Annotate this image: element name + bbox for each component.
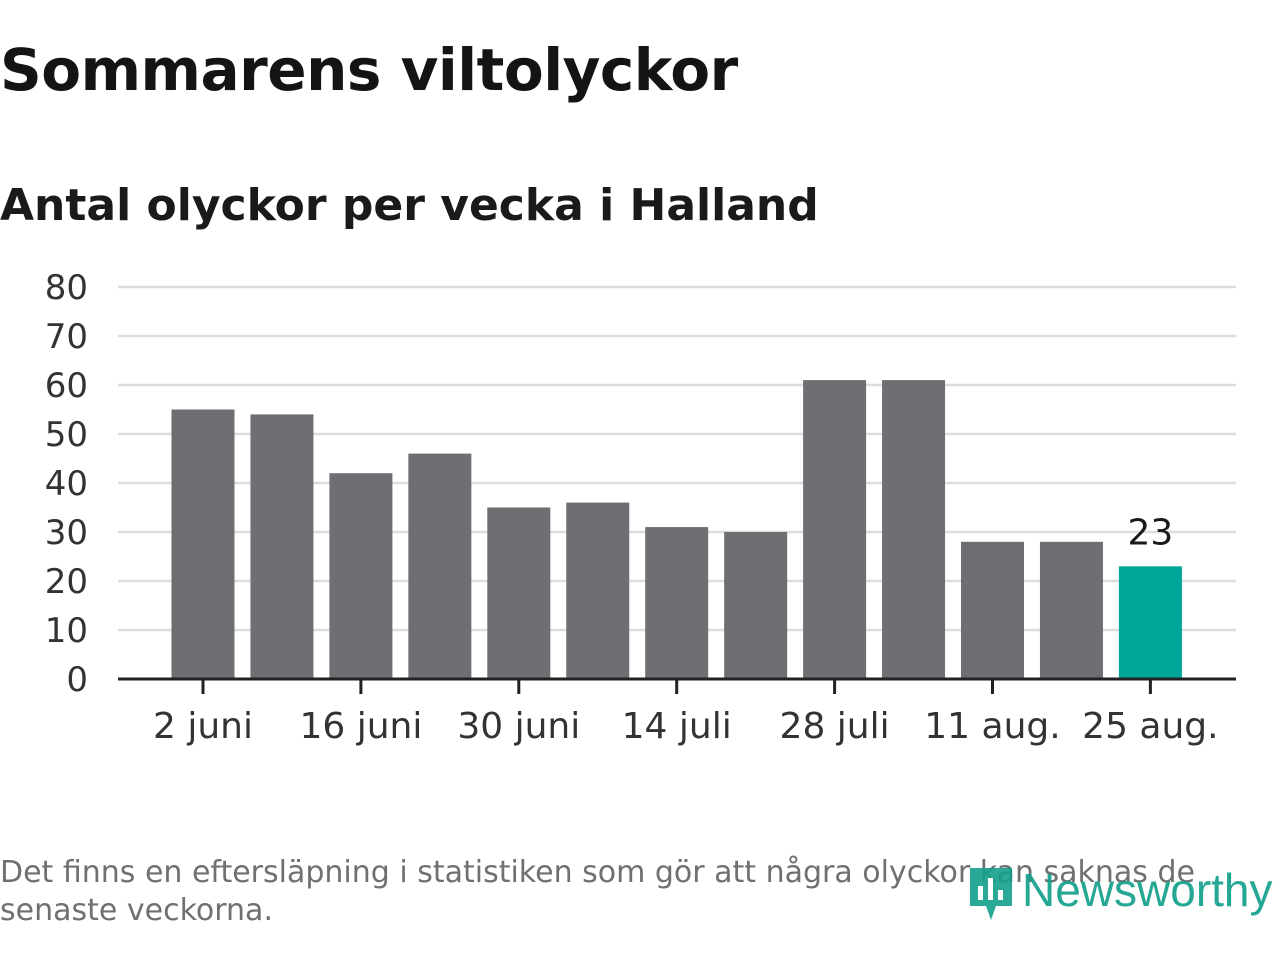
x-tick-label: 16 juni (299, 706, 422, 747)
x-tick-label: 11 aug. (924, 706, 1060, 747)
bar-7-juli (566, 502, 630, 679)
bar-4-aug (882, 380, 946, 679)
bar-21-juli (724, 532, 788, 679)
logo-text: Newsworthy (1022, 864, 1273, 916)
x-tick-label: 2 juni (153, 706, 253, 747)
y-tick-label: 60 (45, 366, 88, 406)
data-label: 23 (1127, 512, 1173, 553)
y-tick-label: 10 (45, 611, 88, 651)
bar-23-juni (408, 453, 472, 679)
x-tick-label: 28 juli (780, 706, 890, 747)
bars (171, 380, 1182, 679)
newsworthy-logo: Newsworthy (966, 862, 1273, 926)
bar-18-aug (1039, 541, 1103, 679)
bar-2-juni (171, 409, 235, 679)
chart-subtitle: Antal olyckor per vecka i Halland (0, 180, 819, 231)
bar-30-juni (487, 507, 551, 679)
y-tick-label: 70 (45, 317, 88, 357)
y-tick-label: 20 (45, 562, 88, 602)
y-tick-label: 0 (66, 660, 88, 700)
bar-16-juni (329, 473, 393, 679)
x-tick-label: 30 juni (457, 706, 580, 747)
bar-11-aug (961, 541, 1024, 679)
x-axis: 2 juni 16 juni 30 juni 14 juli 28 juli 11 aug… (118, 677, 1236, 747)
x-tick-label: 25 aug. (1082, 706, 1218, 747)
newsworthy-logo-icon (970, 868, 1012, 920)
y-tick-label: 30 (45, 513, 88, 553)
y-axis-labels: 0 10 20 30 40 50 60 70 80 (45, 268, 88, 700)
chart-title: Sommarens viltolyckor (0, 36, 738, 104)
bar-28-juli (803, 380, 867, 679)
bar-25-aug (1118, 566, 1182, 679)
y-tick-label: 40 (45, 464, 88, 504)
y-tick-label: 50 (45, 415, 88, 455)
x-tick-label: 14 juli (622, 706, 732, 747)
bar-14-juli (645, 527, 709, 679)
y-tick-label: 80 (45, 268, 88, 308)
data-labels: 23 (1127, 512, 1173, 553)
bar-9-juni (250, 414, 314, 679)
